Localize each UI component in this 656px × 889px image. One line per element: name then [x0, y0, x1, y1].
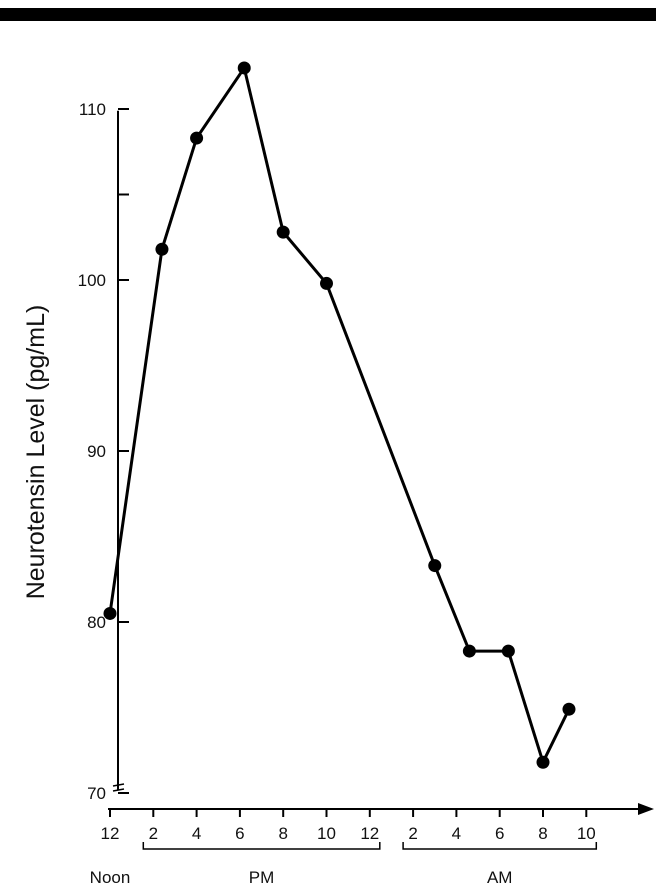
data-point — [501, 644, 515, 658]
data-point — [237, 61, 251, 75]
x-tick-label: 6 — [235, 824, 244, 843]
data-point — [536, 755, 550, 769]
x-group-bracket — [142, 842, 381, 850]
x-tick-label: 4 — [452, 824, 461, 843]
x-tick-label: 8 — [278, 824, 287, 843]
y-tick-label: 70 — [87, 784, 106, 803]
x-tick-label: 12 — [360, 824, 379, 843]
x-tick-label: 10 — [577, 824, 596, 843]
x-group-label: PM — [249, 868, 275, 887]
data-series — [103, 61, 576, 769]
x-axis-groups: Noon PM AM — [90, 842, 598, 887]
y-axis-break-mark — [112, 783, 125, 787]
data-point — [462, 644, 476, 658]
x-tick-label: 2 — [408, 824, 417, 843]
data-point — [103, 606, 117, 620]
data-point — [155, 242, 169, 256]
y-tick-label: 90 — [87, 442, 106, 461]
data-point — [428, 559, 442, 573]
x-group-bracket — [402, 842, 598, 850]
x-group-label: Noon — [90, 868, 131, 887]
series-line — [108, 66, 571, 764]
data-point — [190, 131, 204, 145]
y-tick-label: 110 — [79, 100, 106, 119]
x-group-label: AM — [487, 868, 513, 887]
y-tick-label: 80 — [87, 613, 106, 632]
y-axis-title: Neurotensin Level (pg/mL) — [22, 305, 50, 600]
y-tick-label: 100 — [78, 271, 106, 290]
header-bar — [0, 8, 656, 21]
y-axis: 110 100 90 80 70 — [78, 100, 129, 803]
data-point — [320, 276, 333, 290]
x-tick-label: 4 — [192, 824, 201, 843]
x-axis: 12 2 4 6 8 10 12 2 4 6 8 10 — [101, 803, 654, 843]
x-tick-label: 10 — [317, 824, 336, 843]
x-tick-label: 6 — [495, 824, 504, 843]
data-point — [562, 702, 576, 716]
x-tick-label: 2 — [149, 824, 158, 843]
x-axis-arrowhead — [638, 803, 654, 815]
y-axis-break-mark — [112, 788, 125, 792]
x-tick-label: 8 — [538, 824, 547, 843]
data-point — [276, 225, 290, 239]
x-tick-label: 12 — [101, 824, 120, 843]
